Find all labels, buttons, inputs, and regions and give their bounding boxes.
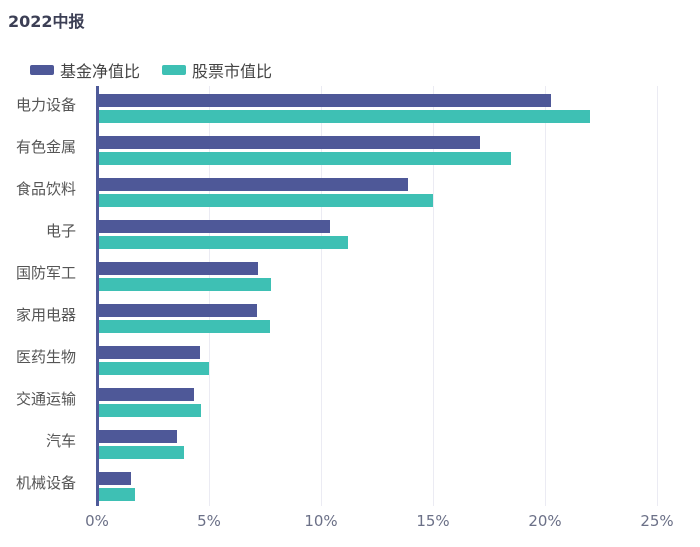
bar-stock-market-ratio[interactable] xyxy=(99,488,135,501)
bar-stock-market-ratio[interactable] xyxy=(99,320,271,333)
gridline xyxy=(657,86,658,506)
legend-item-stock-market-ratio[interactable]: 股票市值比 xyxy=(162,58,272,82)
bar-group: 电力设备 xyxy=(16,86,658,128)
bar-group: 食品饮料 xyxy=(16,170,658,212)
legend-item-fund-nav-ratio[interactable]: 基金净值比 xyxy=(30,58,140,82)
legend-swatch-icon xyxy=(30,65,54,75)
bar-stock-market-ratio[interactable] xyxy=(99,236,348,249)
legend-label: 股票市值比 xyxy=(192,62,273,81)
bar-group: 电子 xyxy=(46,212,658,254)
bar-stock-market-ratio[interactable] xyxy=(99,446,185,459)
chart-title: 2022中报 xyxy=(8,12,85,31)
category-label: 汽车 xyxy=(45,432,76,450)
bar-group: 有色金属 xyxy=(16,128,658,170)
bar-fund-nav-ratio[interactable] xyxy=(99,304,257,317)
bar-group: 汽车 xyxy=(46,422,658,464)
bar-fund-nav-ratio[interactable] xyxy=(99,262,259,275)
bar-group: 机械设备 xyxy=(16,464,658,506)
x-tick-label: 15% xyxy=(416,512,450,530)
x-tick-label: 25% xyxy=(640,512,674,530)
category-label: 电力设备 xyxy=(15,96,76,114)
category-label: 食品饮料 xyxy=(15,180,76,198)
category-label: 有色金属 xyxy=(15,138,76,156)
legend: 基金净值比 股票市值比 xyxy=(30,58,294,82)
bar-fund-nav-ratio[interactable] xyxy=(99,94,552,107)
bar-stock-market-ratio[interactable] xyxy=(99,152,512,165)
bar-group: 国防军工 xyxy=(16,254,658,296)
category-label: 电子 xyxy=(45,222,76,240)
y-axis-line xyxy=(96,86,99,506)
x-tick-label: 5% xyxy=(197,512,221,530)
bar-group: 家用电器 xyxy=(16,296,658,338)
bar-fund-nav-ratio[interactable] xyxy=(99,388,195,401)
bar-stock-market-ratio[interactable] xyxy=(99,110,590,123)
legend-swatch-icon xyxy=(162,65,187,75)
bar-group: 医药生物 xyxy=(16,338,658,380)
legend-label: 基金净值比 xyxy=(60,62,141,81)
gridline xyxy=(209,86,210,506)
bar-fund-nav-ratio[interactable] xyxy=(99,178,409,191)
bar-stock-market-ratio[interactable] xyxy=(99,278,272,291)
category-label: 医药生物 xyxy=(15,348,76,366)
category-label: 国防军工 xyxy=(15,264,76,282)
x-tick-label: 0% xyxy=(85,512,109,530)
bar-group: 交通运输 xyxy=(16,380,658,422)
x-tick-label: 20% xyxy=(528,512,562,530)
bar-fund-nav-ratio[interactable] xyxy=(99,346,200,359)
category-label: 家用电器 xyxy=(15,306,76,324)
category-label: 交通运输 xyxy=(15,390,76,408)
bar-stock-market-ratio[interactable] xyxy=(99,404,201,417)
bar-stock-market-ratio[interactable] xyxy=(99,362,209,375)
gridline xyxy=(545,86,546,506)
bar-stock-market-ratio[interactable] xyxy=(99,194,433,207)
category-label: 机械设备 xyxy=(15,474,76,492)
bar-fund-nav-ratio[interactable] xyxy=(99,136,480,149)
bar-fund-nav-ratio[interactable] xyxy=(99,220,330,233)
x-tick-label: 10% xyxy=(304,512,338,530)
bar-fund-nav-ratio[interactable] xyxy=(99,472,132,485)
plot-area: 电力设备有色金属食品饮料电子国防军工家用电器医药生物交通运输汽车机械设备 xyxy=(16,86,658,506)
gridline xyxy=(433,86,434,506)
bar-fund-nav-ratio[interactable] xyxy=(99,430,178,443)
gridline xyxy=(321,86,322,506)
